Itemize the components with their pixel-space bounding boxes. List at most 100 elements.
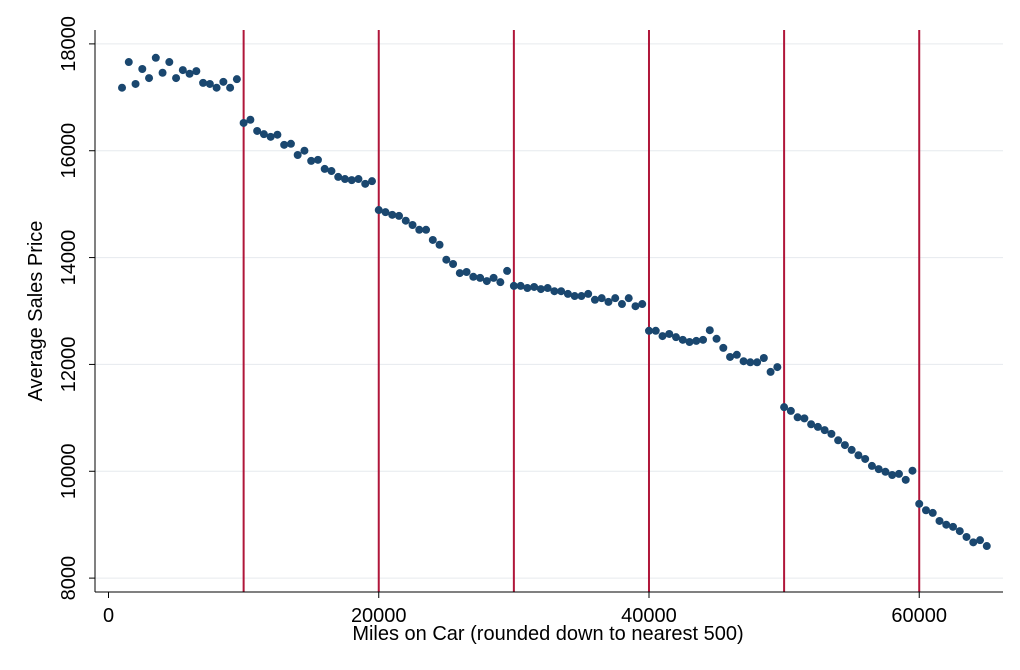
point: [894, 469, 903, 478]
point: [597, 294, 606, 303]
point: [151, 53, 160, 62]
point: [969, 538, 978, 547]
point: [732, 350, 741, 359]
point: [232, 75, 241, 84]
point: [719, 343, 728, 352]
point: [131, 79, 140, 88]
point: [158, 68, 167, 77]
point: [367, 177, 376, 186]
point: [205, 79, 214, 88]
point: [320, 164, 329, 173]
point: [617, 300, 626, 309]
point: [293, 151, 302, 160]
point: [118, 83, 127, 92]
point: [563, 289, 572, 298]
point: [543, 284, 552, 293]
point: [678, 335, 687, 344]
x-tick-label: 40000: [621, 605, 677, 627]
point: [942, 520, 951, 529]
point: [334, 172, 343, 181]
point: [327, 167, 336, 176]
point: [604, 297, 613, 306]
point: [888, 471, 897, 480]
point: [482, 277, 491, 286]
x-tick-label: 60000: [891, 605, 947, 627]
point: [178, 66, 187, 75]
point: [915, 499, 924, 508]
point: [354, 175, 363, 184]
point: [259, 130, 268, 139]
point: [800, 414, 809, 423]
point: [300, 146, 309, 155]
point: [685, 337, 694, 346]
point: [523, 284, 532, 293]
point: [462, 268, 471, 277]
point: [854, 451, 863, 460]
point: [165, 58, 174, 67]
point: [124, 58, 133, 67]
point: [793, 413, 802, 422]
point: [401, 216, 410, 225]
point: [550, 287, 559, 296]
point: [577, 292, 586, 301]
point: [557, 287, 566, 296]
point: [759, 354, 768, 363]
point: [145, 74, 154, 83]
point: [746, 358, 755, 367]
point: [455, 269, 464, 278]
point: [780, 403, 789, 412]
point: [496, 278, 505, 287]
point: [982, 542, 991, 551]
point: [428, 235, 437, 244]
point: [590, 295, 599, 304]
point: [881, 467, 890, 476]
point: [807, 420, 816, 429]
point: [313, 155, 322, 164]
point: [476, 273, 485, 282]
point: [422, 225, 431, 234]
point: [976, 536, 985, 545]
point: [867, 461, 876, 470]
point: [699, 335, 708, 344]
point: [509, 281, 518, 290]
point: [773, 363, 782, 372]
point: [651, 326, 660, 335]
y-tick-label: 10000: [58, 443, 80, 499]
y-tick-label: 12000: [58, 337, 80, 393]
point: [861, 454, 870, 463]
point: [192, 67, 201, 76]
point: [631, 302, 640, 311]
point: [219, 77, 228, 86]
point: [374, 206, 383, 215]
y-tick-label: 18000: [58, 16, 80, 72]
point: [489, 273, 498, 282]
point: [611, 294, 620, 303]
y-tick-label: 8000: [58, 556, 80, 601]
point: [266, 132, 275, 141]
point: [449, 259, 458, 268]
x-tick-label: 20000: [351, 605, 407, 627]
point: [415, 225, 424, 234]
point: [381, 208, 390, 217]
point: [928, 508, 937, 517]
point: [827, 429, 836, 438]
point: [280, 140, 289, 149]
y-tick-label: 16000: [58, 123, 80, 179]
point: [530, 282, 539, 291]
point: [820, 426, 829, 435]
point: [962, 532, 971, 541]
point: [955, 527, 964, 536]
point: [672, 333, 681, 342]
point: [753, 358, 762, 367]
point: [644, 326, 653, 335]
point: [307, 156, 316, 165]
point: [874, 465, 883, 474]
point: [921, 506, 930, 515]
point: [503, 266, 512, 275]
point: [813, 422, 822, 431]
point: [840, 441, 849, 450]
point: [395, 211, 404, 220]
point: [658, 332, 667, 341]
point: [253, 126, 262, 135]
point: [226, 83, 235, 92]
